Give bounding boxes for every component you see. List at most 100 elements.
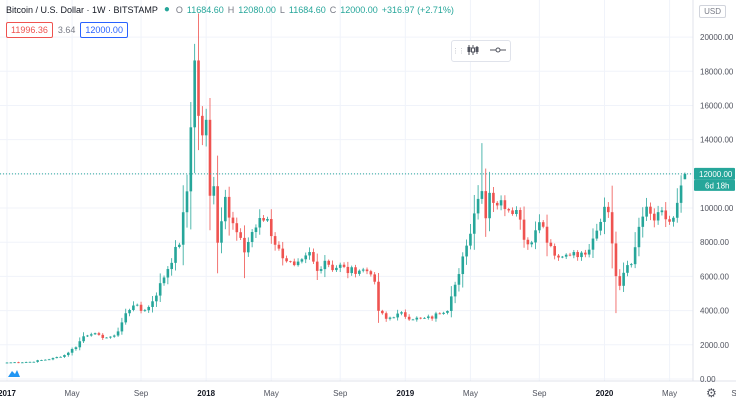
candle	[358, 269, 361, 276]
candle	[629, 262, 633, 268]
candlestick-series	[5, 13, 687, 364]
candle	[649, 202, 652, 221]
sell-button[interactable]: 11996.36	[6, 22, 53, 38]
candle	[258, 209, 262, 235]
candle-body	[538, 222, 541, 231]
candle	[189, 102, 193, 230]
candle	[350, 265, 353, 276]
candle	[116, 327, 120, 337]
price-tick-label: 14000.00	[700, 136, 734, 145]
candle	[166, 266, 170, 285]
candle	[541, 220, 545, 229]
candle-body	[78, 341, 82, 348]
candle-body	[626, 265, 629, 273]
candle	[534, 221, 537, 250]
candle-body	[128, 309, 131, 314]
candle	[86, 334, 89, 338]
candle-body	[189, 127, 193, 192]
candle-body	[549, 242, 553, 247]
candle-body	[407, 316, 411, 320]
candle-body	[561, 256, 564, 258]
candle	[178, 242, 181, 249]
candle-body	[208, 119, 212, 196]
gear-icon[interactable]: ⚙	[706, 386, 717, 400]
candle-body	[166, 269, 170, 278]
candle	[13, 362, 16, 364]
candle-body	[250, 232, 254, 242]
candle-body	[411, 319, 415, 321]
candle-body	[132, 305, 135, 310]
time-tick-label: Sep	[134, 389, 149, 398]
candle-body	[178, 244, 181, 247]
candle	[197, 13, 200, 151]
candle	[323, 255, 327, 278]
candle	[465, 239, 468, 265]
candle-body	[281, 248, 285, 259]
candle-body	[97, 333, 101, 335]
current-price-value: 12000.00	[699, 170, 733, 179]
candle	[235, 217, 239, 241]
candle-body	[63, 355, 66, 357]
candle-body	[82, 336, 85, 342]
candle	[656, 205, 660, 225]
candle	[515, 206, 518, 217]
candle-body	[633, 247, 637, 265]
candlestick-icon[interactable]	[460, 45, 485, 57]
time-tick-label: Sep	[333, 389, 348, 398]
candle	[614, 231, 618, 314]
close-value: 12000.00	[340, 4, 378, 15]
candle	[285, 255, 288, 263]
time-tick-label: 2017	[0, 389, 16, 398]
candle	[296, 258, 300, 267]
time-tick-label: Sep	[532, 389, 547, 398]
price-axis[interactable]: 20000.00 18000.00 16000.00 14000.00 12000.00…	[700, 33, 734, 384]
candle-body	[645, 206, 648, 217]
candle-body	[649, 206, 652, 214]
time-axis[interactable]: 2017 May Sep 2018 May Sep 2019 May Sep 2020 May Sep	[0, 389, 736, 398]
candle-body	[101, 334, 105, 338]
change-value: +316.97 (+2.71%)	[381, 4, 454, 15]
candle-body	[109, 336, 112, 338]
candle-body	[143, 310, 147, 312]
candle-body	[381, 310, 384, 314]
candle-body	[446, 310, 449, 313]
candle-body	[350, 267, 353, 274]
candle	[595, 223, 599, 241]
drag-handle[interactable]: ⋮⋮	[452, 48, 465, 55]
candle-body	[51, 358, 55, 360]
candle	[300, 258, 304, 264]
cloud-logo-icon[interactable]	[7, 365, 21, 377]
candle-body	[89, 334, 93, 336]
candle	[208, 97, 212, 231]
candle	[239, 228, 242, 241]
candle	[415, 316, 419, 322]
symbol-title[interactable]: Bitcoin / U.S. Dollar · 1W · BITSTAMP	[6, 4, 158, 15]
candle-body	[354, 267, 357, 274]
time-tick-label: 2020	[596, 389, 614, 398]
candle-body	[465, 245, 468, 257]
candle-body	[17, 362, 20, 364]
candle	[618, 269, 622, 291]
price-tick-label: 8000.00	[700, 238, 729, 247]
candle	[584, 249, 587, 258]
candle-body	[404, 312, 407, 317]
horizontal-line-icon[interactable]	[485, 46, 510, 56]
candle-body	[197, 60, 200, 116]
candle-body	[377, 281, 380, 311]
candle-body	[162, 277, 166, 284]
candle-body	[469, 233, 472, 246]
candle	[384, 311, 388, 322]
candle-body	[112, 335, 116, 337]
candle-body	[235, 223, 239, 233]
high-value: 12080.00	[238, 4, 276, 15]
candle-body	[603, 206, 606, 222]
buy-button[interactable]: 12000.00	[80, 22, 128, 38]
candle	[151, 296, 154, 313]
candle	[607, 202, 610, 218]
currency-badge[interactable]: USD	[699, 5, 726, 18]
candle-body	[476, 198, 480, 214]
candle	[112, 334, 116, 338]
candle	[419, 317, 422, 320]
